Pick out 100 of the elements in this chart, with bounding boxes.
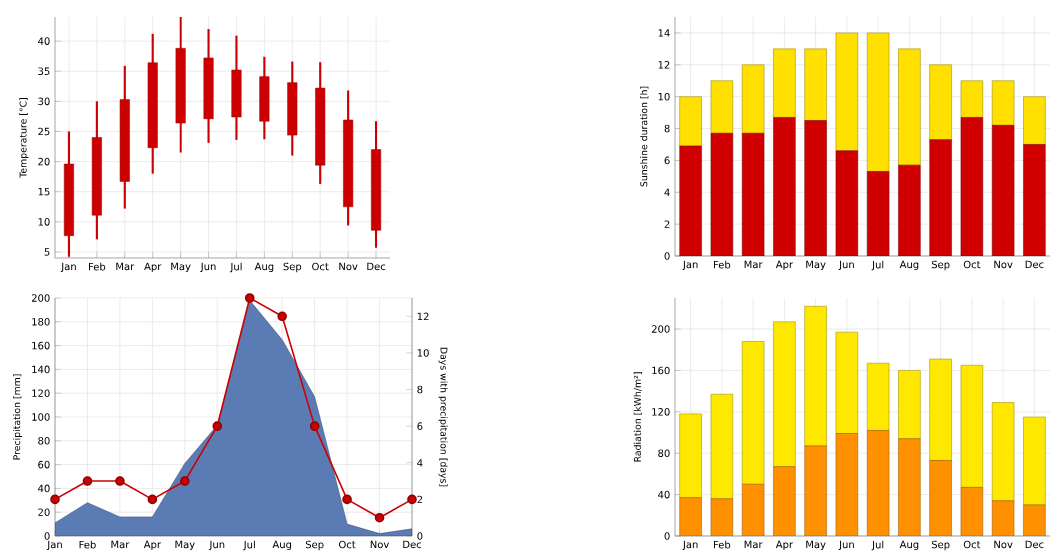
bar [866, 363, 890, 431]
bar [835, 433, 859, 537]
bar [773, 117, 796, 257]
y-tick-label: 15 [38, 188, 50, 196]
bar [960, 365, 984, 488]
bar [835, 332, 859, 434]
y-tick-label: 10 [658, 93, 670, 101]
x-tick-label: Nov [370, 540, 390, 549]
x-tick-label: Nov [994, 260, 1013, 269]
x-tick-label: Dec [403, 540, 422, 549]
bar [898, 438, 921, 537]
bar [960, 80, 984, 118]
y-tick-label: 20 [38, 508, 50, 517]
x-tick-label: Jan [46, 540, 62, 551]
point [374, 513, 385, 523]
bar [929, 460, 952, 537]
x-tick-label: Jan [682, 260, 698, 271]
x-tick-label: Aug [899, 260, 919, 271]
x-tick-label: Mar [744, 540, 763, 549]
y-tick-label: 0 [44, 532, 50, 540]
bar [804, 48, 827, 121]
x-tick-label: May [171, 262, 191, 273]
x-tick-label: Dec [367, 262, 386, 271]
y-tick-label: 40 [38, 37, 50, 45]
y-tick-label: 180 [32, 318, 50, 326]
bar [679, 96, 702, 147]
y-tick-label: 2 [664, 220, 670, 228]
x-tick-label: May [806, 260, 826, 271]
x-tick-label: Jan [682, 540, 698, 551]
bar [804, 120, 827, 257]
y-tick-label: 25 [38, 127, 50, 136]
x-tick-label: Feb [714, 540, 731, 549]
x-tick-label: May [175, 540, 195, 551]
x-tick-label: Sep [305, 540, 324, 551]
y-tick-label: 200 [651, 325, 670, 333]
x-tick-label: Jul [871, 260, 884, 271]
x-tick-label: Jul [243, 540, 255, 551]
x-tick-label: Jun [208, 540, 225, 551]
bar [960, 117, 984, 257]
y-axis-title: Radiation [kWh/m²] [633, 372, 643, 462]
y-axis-title: Precipitation [mm] [13, 374, 23, 460]
y-tick-label: 0 [664, 252, 670, 260]
bar [679, 413, 702, 499]
y-tick-label: 160 [32, 341, 50, 350]
bar [773, 321, 796, 468]
y-tick-label: 60 [38, 460, 50, 469]
bar [898, 370, 921, 440]
x-tick-label: Mar [116, 262, 135, 271]
bar [991, 402, 1015, 502]
y2-tick-label: 12 [417, 312, 429, 321]
point [82, 476, 93, 486]
point [407, 494, 417, 505]
y-tick-label: 120 [652, 408, 670, 416]
x-tick-label: Sep [931, 540, 950, 551]
y-axis-title: Sunshine duration [h] [640, 86, 649, 187]
y-tick-label: 20 [38, 157, 50, 166]
bar [804, 306, 827, 447]
point [277, 311, 287, 322]
bar [929, 64, 952, 141]
x-tick-label: Feb [79, 540, 96, 549]
y-tick-label: 140 [32, 365, 50, 374]
x-tick-label: Feb [714, 260, 731, 269]
bar [898, 48, 921, 166]
x-tick-label: Apr [775, 540, 794, 551]
y-tick-label: 40 [38, 484, 50, 493]
bar [710, 133, 734, 257]
bar [991, 80, 1015, 126]
x-tick-label: Oct [312, 262, 329, 271]
x-tick-label: Sep [283, 262, 302, 273]
bar [773, 48, 796, 118]
x-tick-label: Jun [838, 540, 854, 551]
y2-axis-title: Days with precipitation [days] [438, 347, 448, 487]
y-tick-label: 120 [32, 389, 50, 398]
bar [741, 133, 765, 257]
bar [679, 145, 702, 257]
bar [741, 484, 765, 537]
x-tick-label: Jan [60, 262, 76, 273]
y2-tick-label: 8 [417, 385, 423, 394]
y-tick-label: 14 [658, 29, 670, 37]
bar [835, 150, 859, 257]
x-tick-label: Jun [838, 260, 854, 271]
y2-tick-label: 6 [417, 422, 423, 431]
bar [929, 358, 952, 461]
x-tick-label: Apr [144, 262, 162, 273]
bar [773, 466, 796, 537]
point [115, 476, 125, 486]
bar [710, 394, 734, 500]
bar [960, 487, 984, 537]
y-tick-label: 160 [652, 366, 670, 375]
bar [898, 165, 921, 257]
bar [1023, 144, 1046, 257]
y-tick-label: 12 [658, 61, 670, 69]
x-tick-label: Jun [200, 262, 216, 273]
bar [804, 445, 827, 537]
y-tick-label: 80 [38, 437, 50, 445]
bar [866, 430, 890, 537]
x-tick-label: Oct [963, 260, 981, 269]
y-tick-label: 8 [664, 124, 670, 133]
y-tick-label: 10 [38, 218, 50, 226]
x-tick-label: Mar [744, 260, 763, 269]
